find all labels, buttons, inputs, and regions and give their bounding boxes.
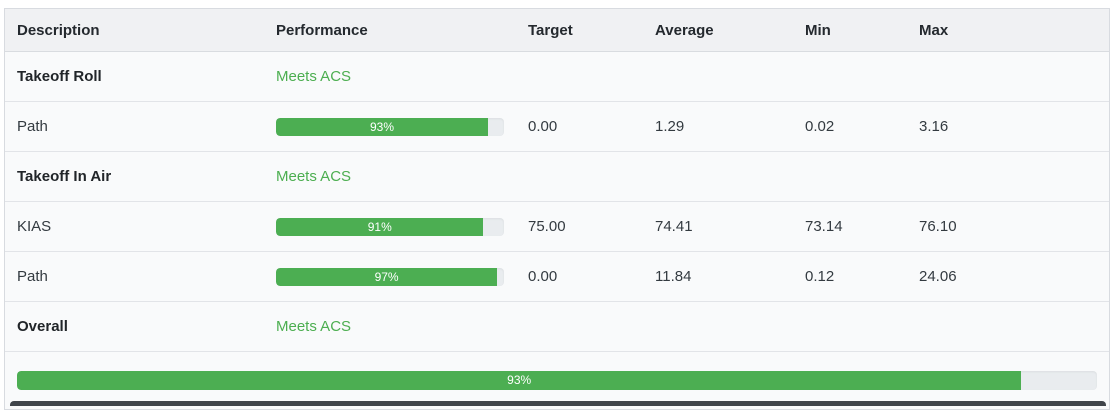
progressbar-fill: 93%: [17, 371, 1022, 390]
table-row-section: Takeoff In Air Meets ACS: [5, 151, 1109, 202]
overall-progressbar: 93%: [17, 371, 1097, 390]
table-row-metric: Path 93% 0.00 1.29 0.02 3.16: [5, 101, 1109, 152]
section-title: Takeoff Roll: [5, 51, 264, 102]
progressbar-fill: 97%: [276, 267, 498, 286]
max-value: 24.06: [907, 251, 1109, 302]
min-value: 0.12: [793, 251, 907, 302]
col-header-description: Description: [5, 9, 264, 52]
performance-status: Meets ACS: [276, 68, 352, 85]
progressbar-fill: 93%: [276, 117, 489, 136]
average-value: 74.41: [643, 201, 793, 252]
progressbar-label: 93%: [370, 119, 395, 134]
target-value: 0.00: [516, 251, 643, 302]
metric-label: KIAS: [5, 201, 264, 252]
min-value: 0.02: [793, 101, 907, 152]
section-title: Overall: [5, 301, 264, 352]
progressbar-label: 91%: [367, 219, 392, 234]
performance-report-table: Description Performance Target Average M…: [4, 8, 1110, 410]
target-value: 75.00: [516, 201, 643, 252]
performance-status: Meets ACS: [276, 318, 352, 335]
table-row-section: Takeoff Roll Meets ACS: [5, 51, 1109, 102]
max-value: 3.16: [907, 101, 1109, 152]
table-row-metric: Path 97% 0.00 11.84 0.12 24.06: [5, 251, 1109, 302]
performance-progressbar: 97%: [276, 267, 504, 286]
table-row-metric: KIAS 91% 75.00 74.41 73.14 76.10: [5, 201, 1109, 252]
table-row-overall-bar: 93%: [5, 351, 1109, 409]
performance-progressbar: 93%: [276, 117, 504, 136]
performance-status: Meets ACS: [276, 168, 352, 185]
average-value: 1.29: [643, 101, 793, 152]
min-value: 73.14: [793, 201, 907, 252]
col-header-average: Average: [643, 9, 793, 52]
col-header-performance: Performance: [264, 9, 516, 52]
metric-label: Path: [5, 251, 264, 302]
max-value: 76.10: [907, 201, 1109, 252]
performance-progressbar: 91%: [276, 217, 504, 236]
section-title: Takeoff In Air: [5, 151, 264, 202]
metric-label: Path: [5, 101, 264, 152]
progressbar-label: 97%: [374, 269, 399, 284]
col-header-min: Min: [793, 9, 907, 52]
col-header-max: Max: [907, 9, 1109, 52]
col-header-target: Target: [516, 9, 643, 52]
target-value: 0.00: [516, 101, 643, 152]
header-row: Description Performance Target Average M…: [5, 9, 1109, 52]
table-row-section: Overall Meets ACS: [5, 301, 1109, 352]
progressbar-label: 93%: [507, 373, 532, 387]
average-value: 11.84: [643, 251, 793, 302]
progressbar-fill: 91%: [276, 217, 484, 236]
